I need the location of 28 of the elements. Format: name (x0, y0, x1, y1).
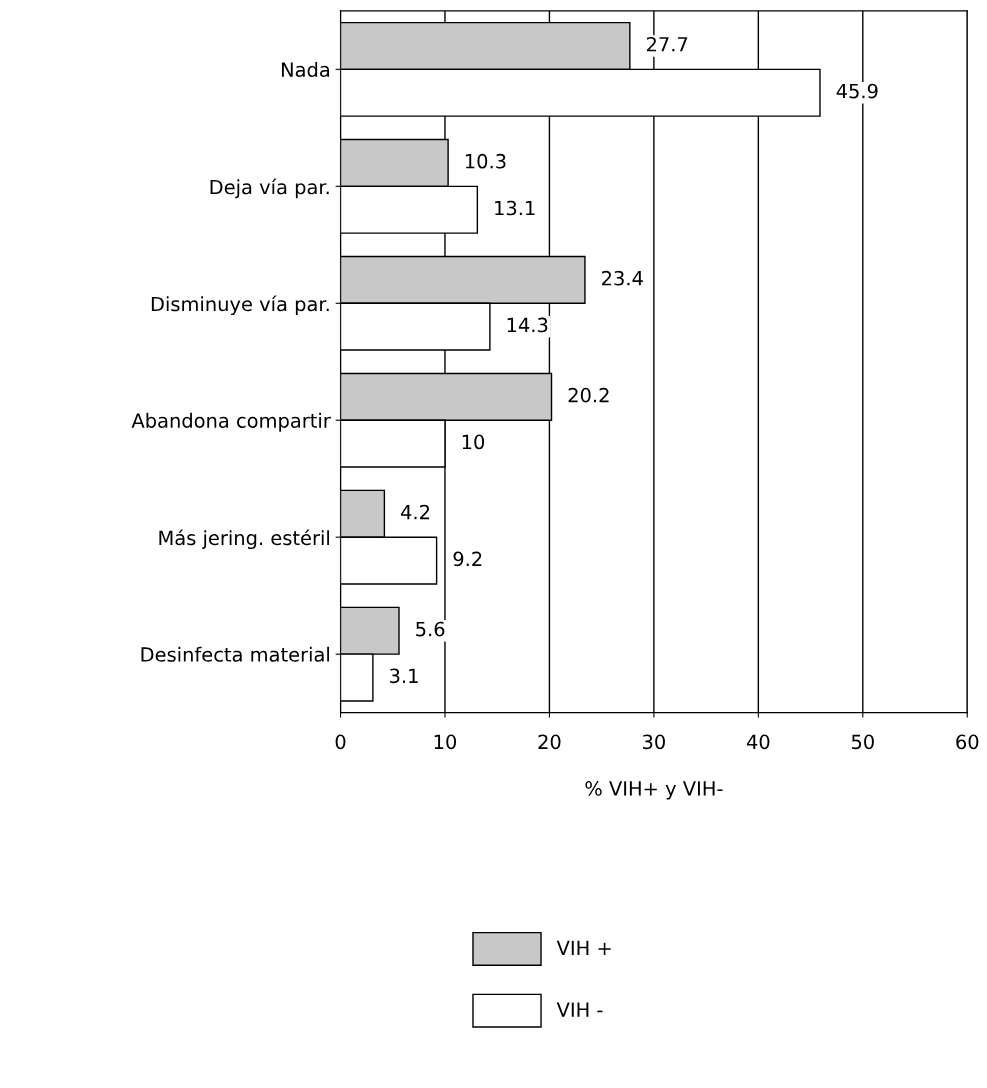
data-label: 10 (462, 434, 485, 450)
x-tick-label: 60 (956, 734, 979, 750)
x-tick-label: 50 (851, 734, 874, 750)
data-label: 5.6 (416, 621, 445, 637)
x-tick-label: 40 (746, 734, 770, 750)
y-tick-label: Desinfecta material (141, 646, 329, 662)
x-tick-label: 0 (335, 734, 346, 750)
data-label: 4.2 (401, 504, 430, 520)
x-axis-title: % VIH+ y VIH- (585, 781, 723, 800)
x-tick-label: 30 (643, 734, 665, 750)
data-label: 20.2 (568, 387, 609, 403)
x-tick-label: 20 (538, 734, 561, 750)
y-tick-label: Abandona compartir (131, 412, 331, 432)
data-label: 9.2 (453, 551, 482, 567)
data-label: 14.3 (507, 317, 548, 333)
y-tick-label: Nada (281, 61, 330, 78)
data-label: 13.1 (495, 200, 535, 216)
data-label: 27.7 (646, 36, 688, 52)
data-label: 3.1 (390, 668, 418, 684)
data-label: 45.9 (836, 83, 878, 99)
data-label: 10.3 (465, 153, 506, 169)
y-tick-label: Deja vía par. (210, 178, 329, 199)
y-tick-label: Más jering. estéril (159, 529, 329, 550)
y-tick-label: Disminuye vía par. (151, 295, 329, 316)
legend-label: VIH + (556, 940, 611, 956)
x-tick-label: 10 (434, 734, 457, 750)
legend-label: VIH - (556, 1002, 603, 1017)
data-label: 23.4 (602, 270, 643, 286)
